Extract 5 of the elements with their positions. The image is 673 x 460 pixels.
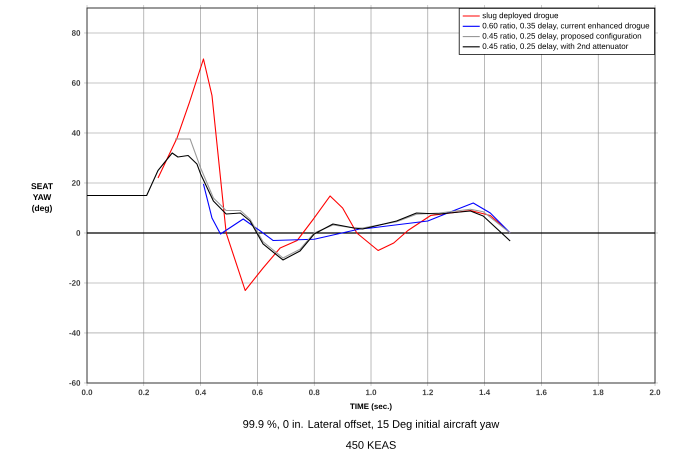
text: 450 KEAS (346, 441, 396, 449)
line-series (174, 138, 511, 259)
y-axis-title: SEAT YAW (deg) (31, 183, 53, 213)
text: 99.9 %, 0 in. Lateral offset, 15 Deg initial aircraft yaw (243, 420, 500, 430)
line-series (202, 183, 511, 242)
